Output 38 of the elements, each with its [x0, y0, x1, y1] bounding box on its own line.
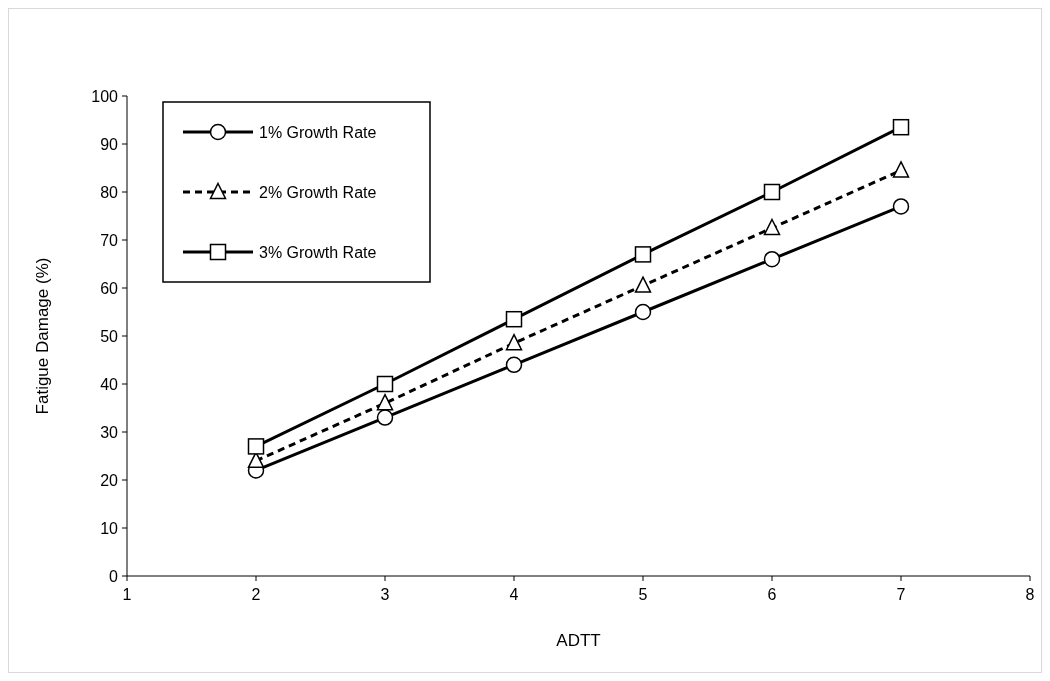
- legend-label: 2% Growth Rate: [259, 184, 377, 201]
- point: [634, 276, 652, 293]
- point: [763, 250, 781, 268]
- point: [892, 198, 910, 215]
- y-tick-label: 10: [100, 520, 119, 537]
- point: [505, 333, 523, 351]
- x-tick-label: 4: [509, 586, 519, 603]
- point: [892, 118, 910, 136]
- y-tick-label: 0: [109, 568, 119, 585]
- point: [763, 183, 781, 201]
- x-tick-label: 2: [251, 586, 261, 603]
- legend-label: 3% Growth Rate: [259, 244, 377, 261]
- y-tick-label: 100: [91, 88, 119, 105]
- y-tick-label: 80: [100, 184, 119, 201]
- y-tick-label: 40: [100, 376, 119, 393]
- x-tick-label: 5: [638, 586, 648, 603]
- point: [763, 218, 781, 236]
- x-tick-label: 7: [896, 586, 906, 603]
- point: [634, 303, 652, 321]
- y-tick-label: 20: [100, 472, 119, 489]
- y-tick-label: 90: [100, 136, 119, 153]
- x-tick-label: 8: [1025, 586, 1035, 603]
- x-tick-label: 3: [380, 586, 390, 603]
- y-axis-title: Fatigue Damage (%): [33, 257, 52, 415]
- point: [247, 438, 265, 455]
- x-tick-label: 6: [767, 586, 777, 603]
- y-tick-label: 30: [100, 424, 119, 441]
- y-tick-label: 50: [100, 328, 119, 345]
- point: [505, 356, 523, 374]
- point: [376, 375, 394, 393]
- y-tick-label: 70: [100, 232, 119, 249]
- point: [376, 409, 394, 426]
- point: [505, 310, 523, 328]
- point: [634, 246, 652, 263]
- x-axis-title: ADTT: [556, 631, 601, 650]
- y-tick-label: 60: [100, 280, 119, 297]
- legend-label: 1% Growth Rate: [259, 124, 377, 141]
- x-tick-label: 1: [122, 586, 132, 603]
